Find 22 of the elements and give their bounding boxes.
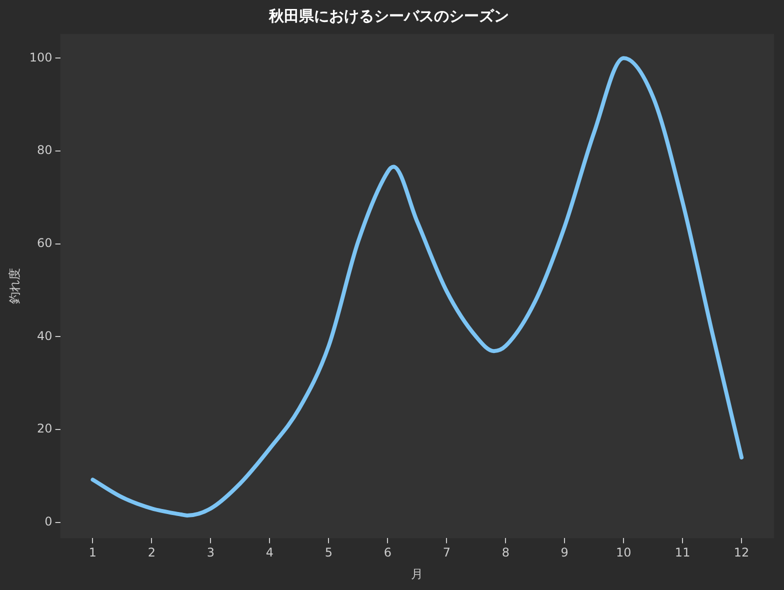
y-tick-label: 40 <box>37 328 52 343</box>
y-tick-label: 100 <box>29 50 52 64</box>
x-axis-title: 月 <box>411 566 424 581</box>
x-tick-label: 9 <box>560 546 568 560</box>
y-tick-label: 0 <box>44 514 52 529</box>
x-tick-label: 4 <box>266 546 274 560</box>
x-tick-label: 10 <box>616 546 632 560</box>
line-series <box>90 56 744 518</box>
x-tick-label: 6 <box>384 546 392 560</box>
y-tick-label: 60 <box>37 236 52 250</box>
x-tick-label: 12 <box>734 546 750 560</box>
x-tick-label: 7 <box>442 546 450 560</box>
y-axis-title: 釣れ度 <box>7 268 22 304</box>
x-tick-label: 3 <box>206 546 215 560</box>
x-tick-label: 11 <box>674 546 690 560</box>
x-tick-label: 8 <box>502 546 510 560</box>
y-tick-label: 20 <box>37 422 52 436</box>
x-tick-label: 1 <box>88 546 97 560</box>
y-tick-label: 80 <box>37 143 52 158</box>
x-tick-label: 5 <box>324 546 332 560</box>
x-tick-label: 2 <box>148 546 156 560</box>
chart-title: 秋田県におけるシーバスのシーズン <box>268 6 509 25</box>
